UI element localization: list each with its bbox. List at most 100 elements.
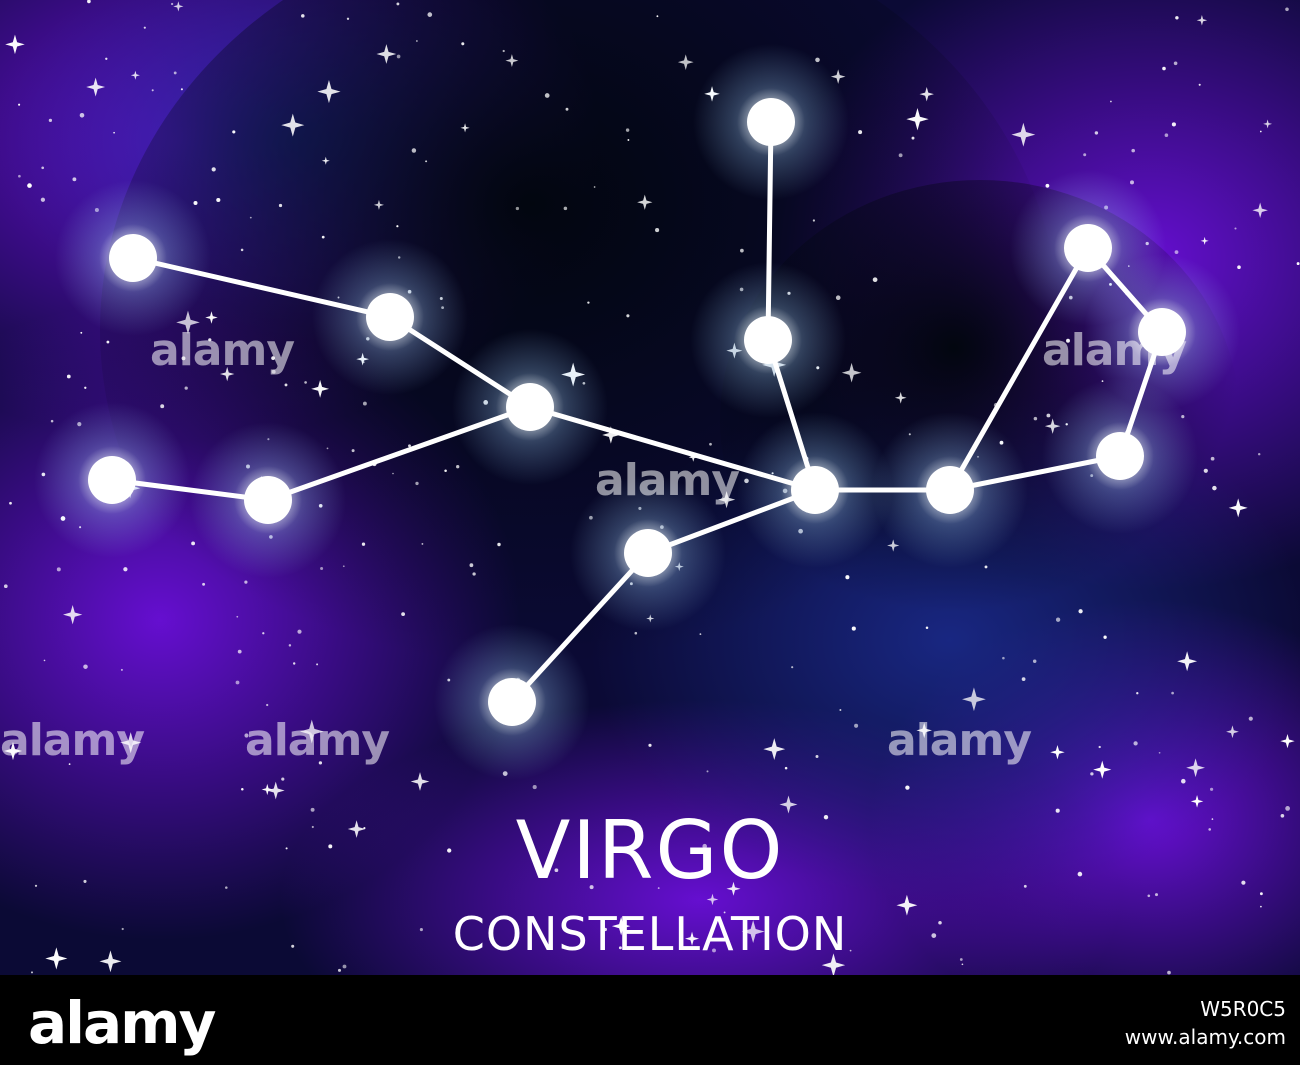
background-star — [515, 206, 520, 211]
watermark: alamy — [0, 715, 145, 766]
background-star — [959, 958, 963, 961]
background-star — [1131, 148, 1135, 153]
sparkle-star — [637, 194, 653, 210]
background-star — [326, 447, 329, 450]
background-star — [854, 723, 859, 728]
background-star — [447, 848, 452, 853]
sparkle-star — [688, 452, 698, 462]
background-star — [1158, 751, 1161, 754]
background-star — [427, 12, 433, 17]
background-star — [1175, 16, 1179, 20]
stock-footer-bar: alamy W5R0C5 www.alamy.com — [0, 975, 1300, 1065]
sparkle-star — [763, 738, 786, 760]
background-star — [1234, 227, 1237, 230]
background-star — [241, 788, 244, 791]
sparkle-star — [1200, 236, 1209, 245]
sparkle-star — [1228, 498, 1248, 518]
background-star — [202, 582, 206, 586]
background-star — [83, 664, 88, 669]
constellation-star — [624, 529, 672, 577]
constellation-star — [1064, 224, 1112, 272]
background-star — [311, 825, 314, 829]
background-star — [342, 565, 345, 568]
constellation-subtitle: CONSTELLATION — [452, 907, 848, 961]
background-star — [1032, 659, 1037, 664]
background-star — [845, 575, 850, 580]
watermark: alamy — [150, 325, 295, 376]
background-star — [72, 177, 77, 182]
background-star — [1098, 745, 1101, 749]
background-star — [271, 369, 276, 374]
sparkle-star — [906, 108, 929, 131]
sparkle-star — [741, 920, 765, 944]
background-star — [618, 946, 622, 950]
background-star — [497, 542, 501, 547]
background-star — [1023, 884, 1027, 888]
background-star — [603, 927, 607, 932]
background-star — [392, 472, 394, 475]
background-star — [784, 766, 788, 770]
background-star — [812, 219, 816, 222]
background-star — [292, 662, 296, 665]
background-star — [1164, 133, 1169, 137]
background-star — [401, 612, 406, 617]
background-star — [565, 107, 569, 111]
sparkle-star — [410, 772, 430, 791]
background-star — [408, 444, 411, 448]
sparkle-star — [1280, 733, 1295, 749]
background-star — [278, 203, 283, 208]
sparkle-star — [1177, 651, 1198, 672]
background-star — [1280, 813, 1285, 818]
sparkle-star — [317, 79, 341, 104]
sparkle-star — [99, 950, 122, 973]
background-star — [532, 785, 537, 790]
background-star — [1033, 416, 1038, 421]
constellation-star — [926, 466, 974, 514]
background-star — [84, 386, 87, 389]
sparkle-star — [706, 893, 719, 906]
sparkle-star — [347, 820, 366, 838]
sparkle-star — [266, 781, 285, 800]
background-star — [191, 541, 196, 546]
background-star — [1103, 635, 1107, 639]
background-star — [361, 542, 366, 546]
background-star — [170, 2, 174, 6]
background-star — [249, 216, 252, 219]
sparkle-star — [373, 199, 384, 210]
background-star — [851, 626, 856, 631]
background-star — [656, 15, 659, 18]
sparkle-star — [62, 605, 83, 625]
background-star — [421, 542, 424, 545]
sparkle-star — [1196, 14, 1208, 26]
sparkle-star — [173, 1, 184, 12]
background-star — [271, 356, 275, 360]
background-star — [723, 911, 726, 914]
sparkle-star — [717, 490, 736, 509]
background-star — [316, 663, 319, 666]
background-star — [235, 680, 240, 685]
sparkle-star — [1263, 119, 1273, 129]
background-star — [416, 40, 418, 42]
background-star — [1046, 413, 1051, 418]
background-star — [304, 381, 307, 384]
sparkle-star — [460, 123, 470, 133]
constellation-line — [765, 119, 774, 343]
background-star — [1211, 818, 1214, 820]
background-star — [281, 777, 285, 781]
background-star — [40, 197, 46, 202]
background-star — [1021, 677, 1026, 681]
background-star — [321, 235, 325, 239]
background-star — [80, 331, 83, 334]
sparkle-star — [376, 44, 397, 64]
constellation-star — [1096, 432, 1144, 480]
background-star — [262, 632, 265, 635]
background-star — [740, 248, 744, 253]
background-star — [627, 139, 630, 141]
background-star — [634, 631, 638, 635]
sparkle-star — [1050, 744, 1065, 760]
background-star — [1002, 656, 1005, 660]
constellation-star — [747, 98, 795, 146]
constellation-star — [109, 234, 157, 282]
background-star — [237, 649, 242, 654]
